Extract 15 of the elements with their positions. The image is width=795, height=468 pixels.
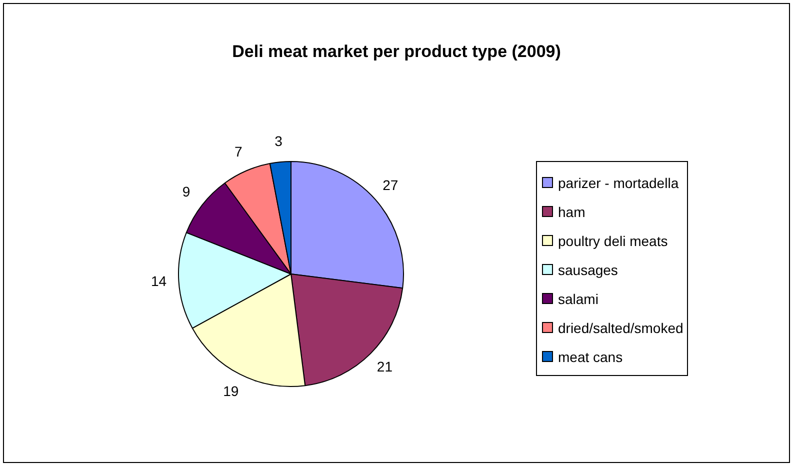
legend-label: parizer - mortadella [558,174,679,190]
data-label: 14 [150,273,167,290]
data-label: 27 [382,177,398,194]
data-label: 21 [376,358,393,375]
legend-label: poultry deli meats [558,232,668,248]
data-label: 7 [234,143,242,160]
legend-label: ham [558,204,586,220]
chart-title: Deli meat market per product type (2009) [231,42,562,62]
data-label: 3 [274,132,283,149]
legend-label: dried/salted/smoked [558,320,684,336]
legend-label: sausages [558,262,618,278]
data-label: 19 [223,382,239,399]
legend-label: salami [558,290,598,306]
legend-label: meat cans [558,348,623,364]
data-label: 9 [182,184,190,200]
